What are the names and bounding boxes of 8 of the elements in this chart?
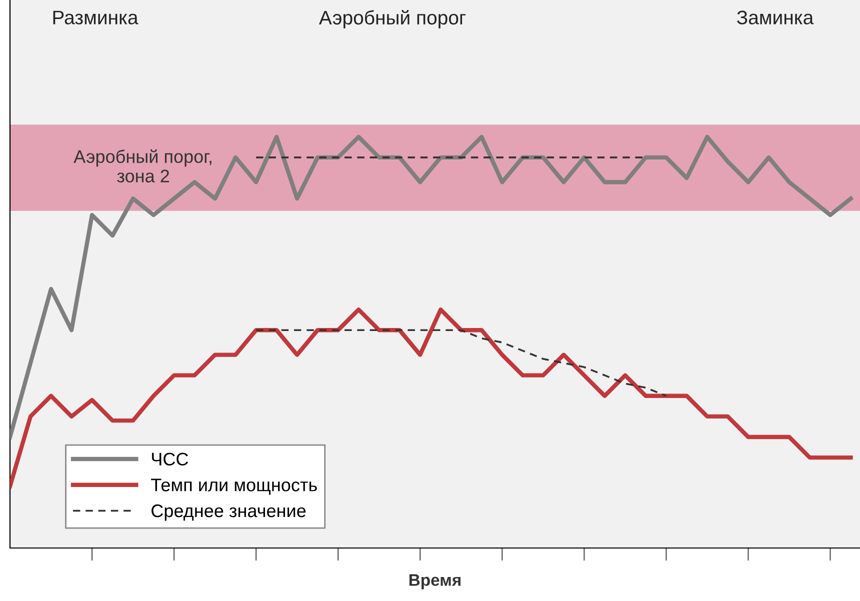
band-label: Аэробный порог, зона 2 — [74, 149, 212, 182]
text: Разминка — [53, 10, 138, 24]
legend-label: Среднее значение — [152, 504, 306, 521]
legend-label: Темп или мощность — [151, 478, 317, 495]
legend-label: ЧСС — [152, 452, 188, 466]
text: Заминка — [736, 10, 814, 24]
x-axis-title: Время — [409, 574, 460, 590]
text: Аэробный порог — [318, 10, 466, 28]
